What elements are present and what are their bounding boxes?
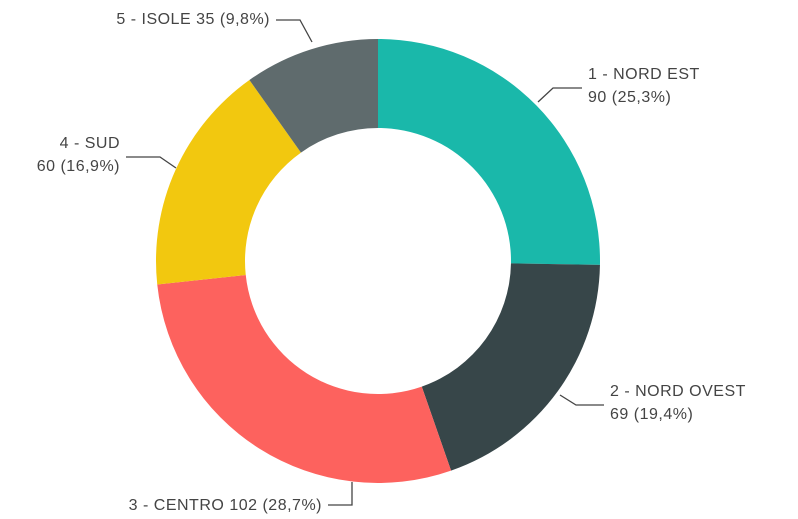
leader-line <box>276 19 313 43</box>
donut-slice <box>249 39 378 153</box>
data-label: 2 - NORD OVEST 69 (19,4%) <box>610 383 746 423</box>
donut-slice <box>378 39 600 265</box>
category-label: 1 - NORD EST <box>588 66 700 83</box>
value-label: 69 (19,4%) <box>610 406 693 423</box>
donut-slice <box>155 80 301 285</box>
data-label: 4 - SUD 60 (16,9%) <box>37 135 120 175</box>
value-label: 102 (28,7%) <box>229 497 322 514</box>
donut-slice <box>157 275 452 484</box>
leader-line <box>328 482 353 506</box>
value-label: 35 (9,8%) <box>196 11 270 28</box>
leader-line <box>537 87 582 103</box>
category-label: 3 - CENTRO <box>129 497 225 514</box>
category-label: 2 - NORD OVEST <box>610 383 746 400</box>
leader-line <box>559 394 604 406</box>
value-label: 90 (25,3%) <box>588 89 671 106</box>
category-label: 4 - SUD <box>60 135 120 152</box>
data-label: 5 - ISOLE 35 (9,8%) <box>116 11 270 28</box>
data-label: 1 - NORD EST 90 (25,3%) <box>588 66 700 106</box>
category-label: 5 - ISOLE <box>116 11 191 28</box>
donut-slice <box>421 263 600 471</box>
leader-line <box>126 156 177 169</box>
value-label: 60 (16,9%) <box>37 158 120 175</box>
data-label: 3 - CENTRO 102 (28,7%) <box>129 497 322 514</box>
